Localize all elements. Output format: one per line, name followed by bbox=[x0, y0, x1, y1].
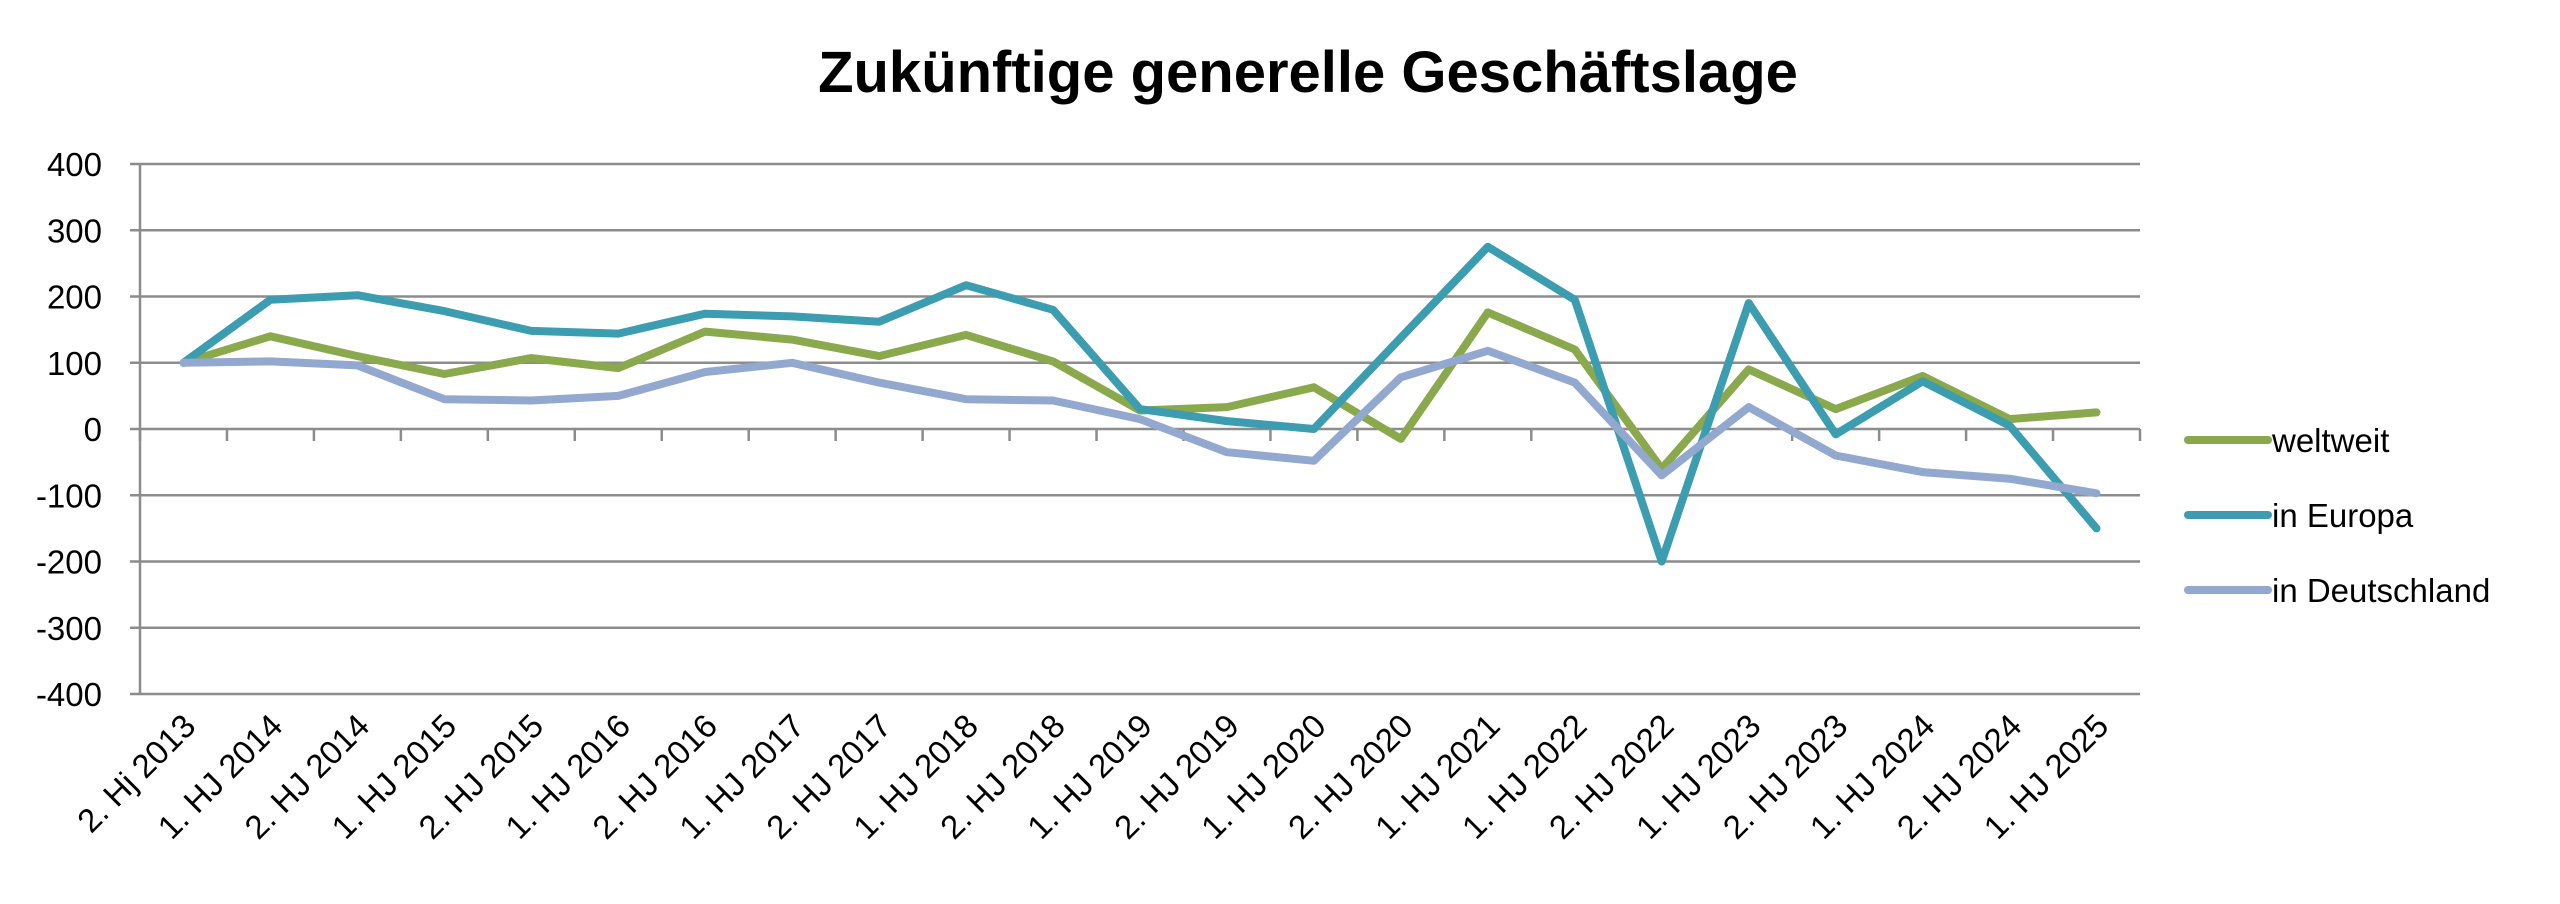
y-tick-label: 400 bbox=[47, 146, 102, 183]
y-tick-label: -200 bbox=[36, 544, 102, 581]
chart-title: Zukünftige generelle Geschäftslage bbox=[818, 40, 1798, 105]
y-tick-label: -400 bbox=[36, 676, 102, 713]
y-tick-label: -300 bbox=[36, 610, 102, 647]
series-layer bbox=[179, 242, 2101, 566]
legend-item: weltweit bbox=[2184, 422, 2389, 459]
y-tick-label: -100 bbox=[36, 477, 102, 514]
grid-layer bbox=[130, 162, 2140, 696]
y-tick-label: 100 bbox=[47, 345, 102, 382]
legend-item: in Deutschland bbox=[2184, 572, 2490, 609]
series-line-in-deutschland bbox=[179, 346, 2101, 498]
y-tick-label: 0 bbox=[84, 411, 102, 448]
legend-label: in Europa bbox=[2272, 497, 2414, 534]
y-tick-label: 200 bbox=[47, 279, 102, 316]
y-tick-label: 300 bbox=[47, 212, 102, 249]
legend-label: in Deutschland bbox=[2272, 572, 2490, 609]
legend-item: in Europa bbox=[2184, 497, 2414, 534]
legend: weltweit in Europa in Deutschland bbox=[2184, 422, 2490, 609]
legend-label: weltweit bbox=[2271, 422, 2389, 459]
series-line-in-europa bbox=[179, 242, 2101, 566]
